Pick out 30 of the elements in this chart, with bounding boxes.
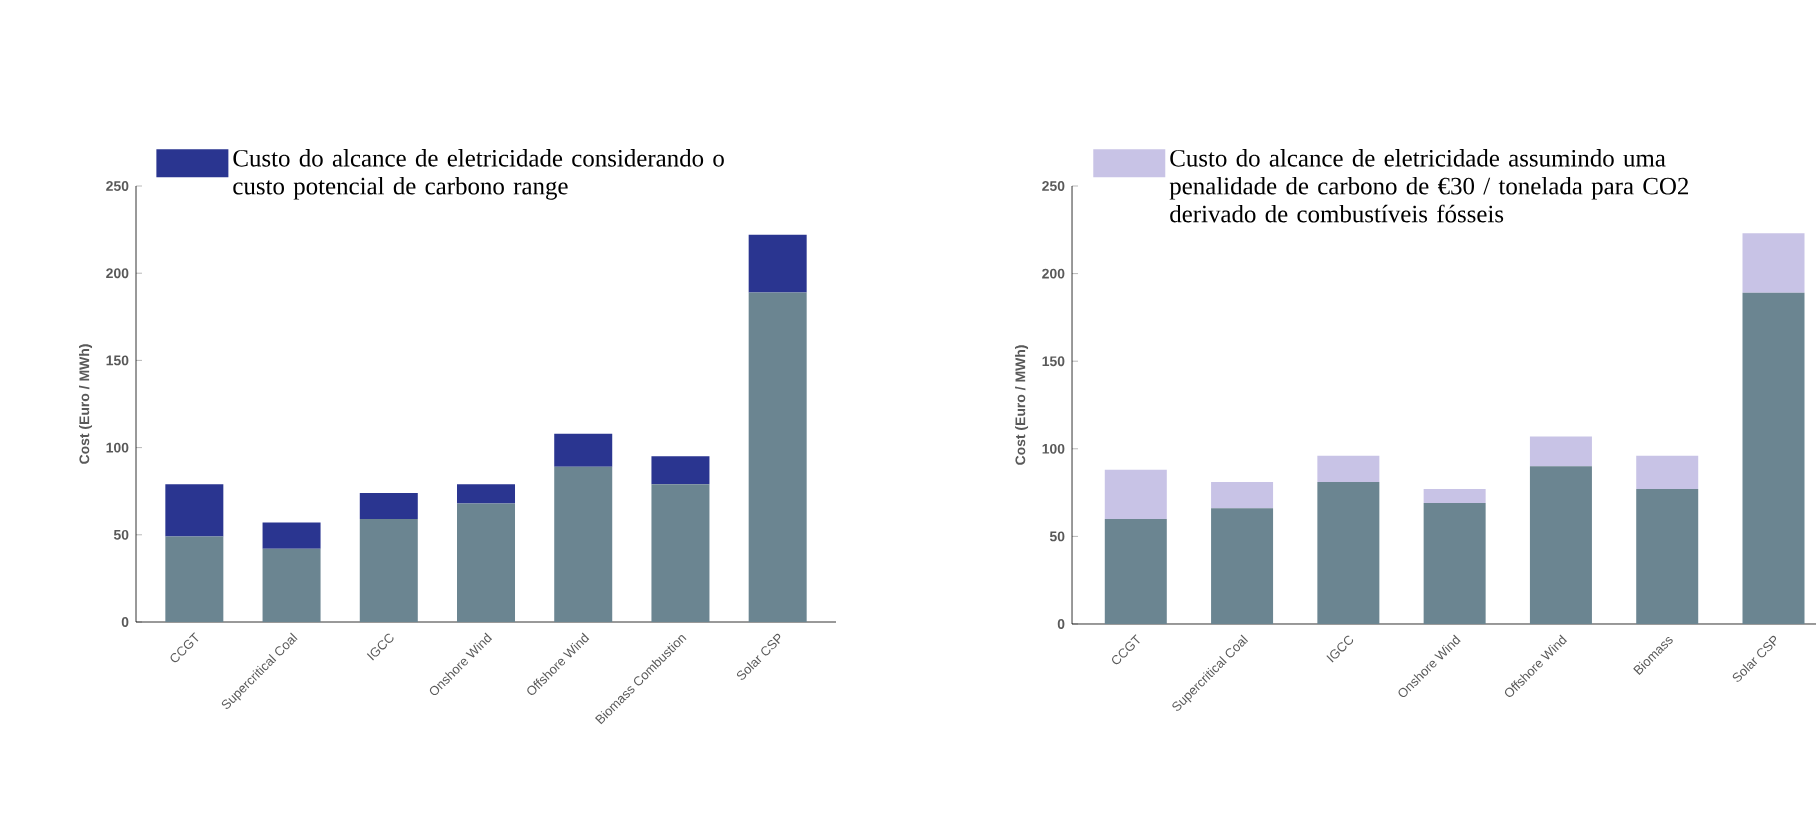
bar [1317, 482, 1380, 624]
bar [165, 536, 224, 622]
bar [1423, 503, 1486, 624]
bar [457, 503, 516, 622]
bar [457, 484, 516, 504]
bar [1636, 489, 1699, 624]
bar [1317, 455, 1380, 483]
bar [359, 492, 418, 520]
bar [1423, 489, 1486, 504]
bar [554, 433, 613, 467]
bar [1742, 233, 1805, 293]
bar [262, 522, 321, 549]
bar [748, 234, 807, 293]
bar [165, 484, 224, 537]
bar [359, 519, 418, 622]
bar [1104, 469, 1167, 519]
bar [262, 548, 321, 622]
bar [1742, 292, 1805, 624]
bar [1211, 482, 1274, 509]
bar [554, 466, 613, 622]
bar [1104, 518, 1167, 624]
bar [1529, 436, 1592, 467]
legend-label: Custo do alcance de eletricidade assumindo uma penalidade de carbono de €30 / tonelada para CO2 derivado de combustíveis fósseis [1169, 149, 1689, 223]
bar [651, 456, 710, 485]
bar [1636, 455, 1699, 490]
bar [1529, 466, 1592, 624]
bar [1211, 508, 1274, 624]
bar [651, 484, 710, 622]
legend-label: Custo do alcance de eletricidade considerando o custo potencial de carbono range [233, 149, 724, 200]
bar [748, 292, 807, 622]
